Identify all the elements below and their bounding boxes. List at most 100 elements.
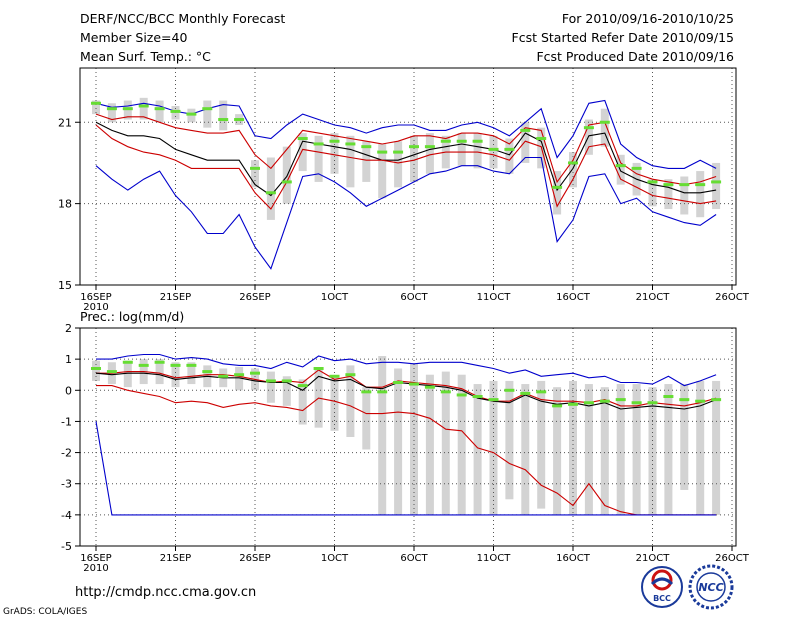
ensemble-box [696,171,705,218]
ensemble-box [457,374,466,515]
ensemble-box [266,157,275,220]
x-tick-label: 6OCT [400,292,428,303]
ensemble-box [171,362,180,388]
temperature-plot: 15 18 21 16SEP 21SEP 26SEP 1OCT 6OCT 11OCT 16OCT 2… [58,67,750,313]
y-tick-label: 2 [65,322,72,335]
ensemble-box [600,108,609,147]
ensemble-box [600,387,609,515]
series-mean-line [95,372,717,410]
y-tick-label: 0 [65,384,72,397]
header-variable: Mean Surf. Temp.: °C [80,49,211,64]
ensemble-box [219,100,228,131]
y-tick-label: 1 [65,353,72,366]
ensemble-box [664,179,673,210]
ensemble-box [425,133,434,174]
ensemble-box [410,135,418,182]
series-p10-line [96,385,717,516]
header-member-size: Member Size=40 [80,30,187,45]
ensemble-box [712,162,721,210]
x-tick-label: 21OCT [636,292,671,303]
x-tick-label: 16SEP [80,292,111,303]
ensemble-box [537,380,546,509]
ensemble-box [266,371,275,403]
ensemble-box [712,380,721,515]
x-tick-label: 1OCT [321,553,349,564]
ensemble-box [282,146,291,204]
x-tick-label: 26OCT [715,553,750,564]
ensemble-box [139,97,148,120]
series-max-line [95,99,717,169]
x-tick-label: 16SEP [80,553,111,564]
x-tick-label: 16OCT [556,553,591,564]
footer-url[interactable]: http://cmdp.ncc.cma.gov.cn [75,585,256,600]
ensemble-box [696,380,705,515]
x-tick-label: 26SEP [239,553,270,564]
x-tick-label: 26OCT [715,292,750,303]
ensemble-box [505,380,514,500]
x-tick-label: 11OCT [477,553,512,564]
ensemble-box [584,119,593,155]
ensemble-box [680,176,689,215]
ensemble-box [521,122,530,163]
series-p90-line [96,369,717,407]
ensemble-box [394,141,403,188]
footer-credit: GrADS: COLA/IGES [3,607,87,617]
ensemble-box [505,138,514,174]
y-tick-label: 18 [58,198,72,211]
y-tick-label: -5 [61,540,72,553]
x-tick-label: 21OCT [636,553,671,564]
panel-title: Prec.: log(mm/d) [80,309,184,324]
ensemble-box [251,160,259,188]
series-min-line [95,156,717,270]
x-tick-label: 21SEP [160,553,191,564]
ensemble-box [521,384,530,515]
header-title: DERF/NCC/BCC Monthly Forecast [80,11,285,26]
ensemble-box [553,387,562,515]
ensemble-box [123,360,132,388]
x-year-label: 2010 [83,563,108,574]
y-tick-label: 15 [58,279,72,292]
x-tick-label: 11OCT [477,292,512,303]
ensemble-box [314,370,323,428]
ensemble-box [298,379,307,425]
x-year-label: 2010 [83,302,108,313]
ensemble-box [187,362,196,385]
x-tick-label: 1OCT [321,292,349,303]
ensemble-box [473,384,482,515]
ensemble-box [203,100,212,128]
ensemble-box [346,135,355,188]
bcc-logo-text: BCC [653,594,671,603]
ensemble-box [489,380,498,515]
plot-frame [79,67,737,286]
plot-frame [79,327,737,547]
ensemble-box [584,384,593,515]
ensemble-box [362,387,371,450]
ensemble-box [457,133,466,166]
x-tick-label: 21SEP [160,292,191,303]
ensemble-box [330,133,339,174]
header-fcst-started: Fcst Started Refer Date 2010/09/15 [512,30,735,45]
ensemble-box [362,141,371,182]
y-tick-label: -3 [61,478,72,491]
ncc-logo: NCC [688,564,734,610]
ensemble-box [282,376,291,406]
ensemble-box [155,100,164,123]
ensemble-box [410,363,418,515]
ensemble-box [680,384,689,490]
series-min-line [95,421,717,516]
ncc-logo-text: NCC [698,581,723,594]
ensemble-box [553,171,562,215]
ensemble-box [107,103,116,123]
header-forecast-period: For 2010/09/16-2010/10/25 [562,11,734,26]
y-tick-label: -2 [61,447,72,460]
ensemble-box [441,371,450,515]
ensemble-box [378,143,387,199]
ensemble-box [314,135,323,182]
x-tick-label: 16OCT [556,292,591,303]
series-p90-line [95,113,717,186]
ensemble-box [155,359,164,385]
ensemble-box [394,368,403,515]
header-fcst-produced: Fcst Produced Date 2010/09/16 [536,49,734,64]
